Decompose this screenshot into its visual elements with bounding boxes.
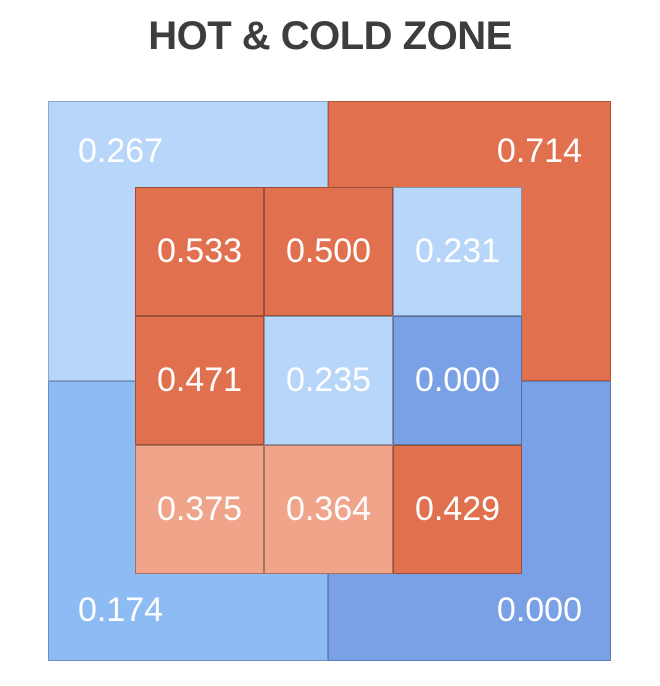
zone-cell-r1-c2: 0.500 — [264, 187, 393, 316]
zone-cell-r2-c2: 0.235 — [264, 316, 393, 445]
zone-cell-r2-c3: 0.000 — [393, 316, 522, 445]
zone-cell-r3-c2: 0.364 — [264, 445, 393, 574]
chart-title: HOT & COLD ZONE — [148, 14, 512, 58]
zone-cell-r1-c1: 0.533 — [135, 187, 264, 316]
outer-zone-label-bottom-right: 0.000 — [496, 591, 582, 629]
outer-zone-label-top-left: 0.267 — [78, 132, 164, 170]
zone-cell-r3-c3: 0.429 — [393, 445, 522, 574]
zone-cell-r2-c1: 0.471 — [135, 316, 264, 445]
outer-zone-label-bottom-left: 0.174 — [78, 591, 164, 629]
zone-cell-r3-c1: 0.375 — [135, 445, 264, 574]
zone-cell-r1-c3: 0.231 — [393, 187, 522, 316]
outer-zone-label-top-right: 0.714 — [496, 132, 582, 170]
